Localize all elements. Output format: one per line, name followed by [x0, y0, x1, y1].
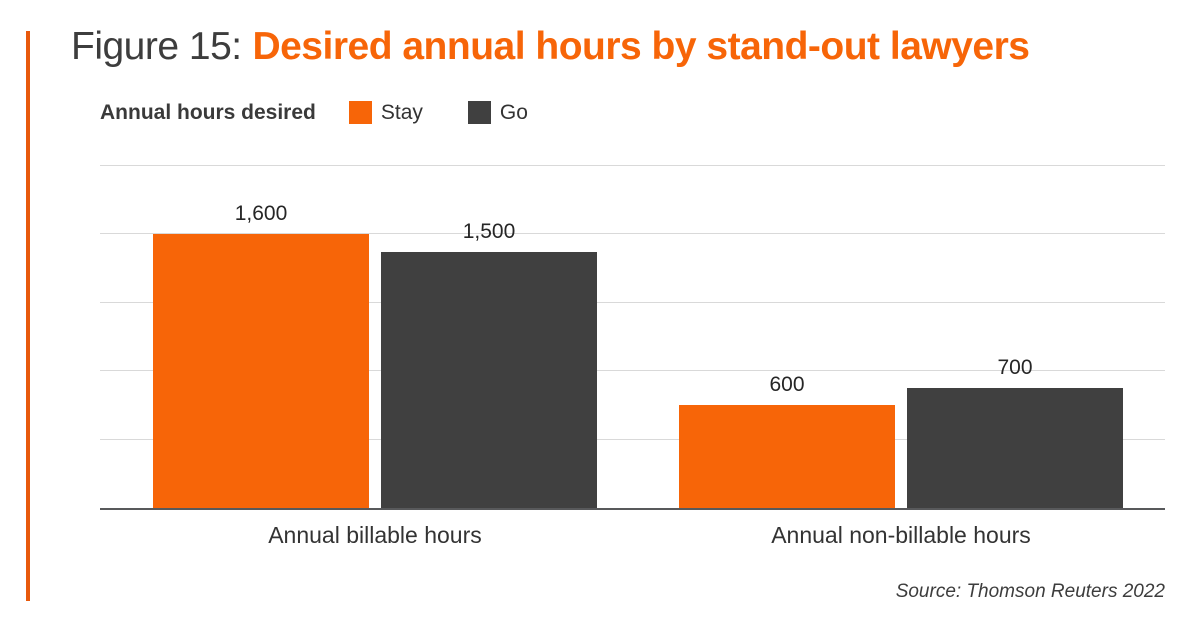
bar-stay-0: 1,600	[153, 202, 369, 508]
bar-value-label-stay-0: 1,600	[234, 202, 288, 226]
category-label-1: Annual non-billable hours	[771, 522, 1031, 548]
bar-group-1: 600 700	[679, 166, 1123, 508]
legend: Annual hours desired Stay Go	[100, 99, 573, 126]
bar-value-label-stay-1: 600	[769, 373, 805, 397]
gridline-2000	[100, 165, 1165, 166]
gridline-1600	[100, 233, 1165, 235]
legend-swatch-stay	[348, 101, 372, 124]
page-title: Figure 15: Desired annual hours by stand…	[71, 25, 1030, 69]
legend-item-stay: Stay	[348, 100, 423, 125]
bar-stay-1: 600	[679, 373, 895, 508]
plot-area: 1,600 1,500 Annual billable hours 600 700 Ann…	[100, 165, 1165, 548]
legend-item-go: Go	[467, 100, 528, 125]
bar-value-label-go-0: 1,500	[462, 219, 516, 243]
legend-label: Go	[499, 100, 528, 124]
figure-title-text: Desired annual hours by stand-out lawyer…	[252, 25, 1030, 68]
category-label-0: Annual billable hours	[268, 522, 482, 548]
bar-value-label-go-1: 700	[997, 356, 1033, 380]
bar-go-0: 1,500	[381, 220, 597, 508]
gridline-1200	[100, 301, 1165, 303]
bar-group-0: 1,600 1,500	[153, 166, 597, 508]
figure-number-label: Figure 15:	[71, 25, 242, 68]
legend-swatch-go	[467, 101, 491, 124]
gridline-800	[100, 370, 1165, 372]
bar-go-1: 700	[907, 356, 1123, 508]
legend-label: Stay	[380, 100, 423, 124]
legend-title: Annual hours desired	[100, 100, 316, 124]
source-note: Source: Thomson Reuters 2022	[895, 581, 1165, 602]
accent-line	[26, 31, 30, 601]
gridline-400	[100, 438, 1165, 440]
